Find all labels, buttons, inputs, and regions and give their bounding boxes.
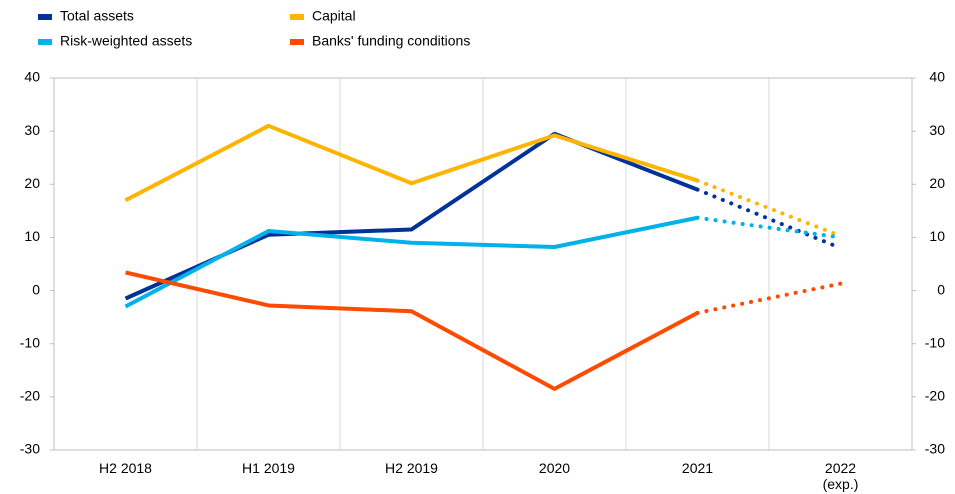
- y2-tick-label: 40: [929, 69, 945, 85]
- x-tick-label: 2020: [538, 460, 571, 476]
- x-tick-label: H1 2019: [242, 460, 295, 476]
- y2-tick-label: 10: [929, 228, 945, 244]
- y2-tick-label: 0: [937, 281, 945, 297]
- x-tick-label: H2 2018: [99, 460, 152, 476]
- legend-swatch: [38, 39, 52, 45]
- y2-tick-label: -30: [925, 441, 945, 457]
- y-tick-label: 20: [24, 175, 40, 191]
- y-tick-label: 40: [24, 69, 40, 85]
- legend-swatch: [290, 39, 304, 45]
- legend-label: Total assets: [60, 8, 134, 24]
- legend-label: Capital: [312, 8, 356, 24]
- y-tick-label: -20: [20, 388, 40, 404]
- line: [125, 270, 699, 391]
- y-tick-label: -30: [20, 441, 40, 457]
- line: [124, 215, 698, 309]
- line: [124, 123, 699, 203]
- line-projection: [695, 281, 843, 315]
- y2-tick-label: -20: [925, 388, 945, 404]
- line: [124, 131, 699, 301]
- plot-frame: [53, 77, 913, 451]
- y-tick-label: 30: [24, 122, 40, 138]
- legend-label: Banks' funding conditions: [312, 33, 470, 49]
- legend-swatch: [38, 14, 52, 20]
- line-projection: [695, 187, 843, 251]
- legend-swatch: [290, 14, 304, 20]
- line-projection: [695, 215, 843, 240]
- x-tick-label: 2022 (exp.): [822, 460, 859, 492]
- line-projection: [695, 178, 843, 238]
- y2-tick-label: -10: [925, 334, 945, 350]
- y-tick-label: 10: [24, 228, 40, 244]
- y-tick-label: 0: [32, 281, 40, 297]
- y2-tick-label: 20: [929, 175, 945, 191]
- x-tick-label: 2021: [681, 460, 714, 476]
- y-tick-label: -10: [20, 334, 40, 350]
- x-tick-label: H2 2019: [385, 460, 438, 476]
- legend-label: Risk-weighted assets: [60, 33, 192, 49]
- y2-tick-label: 30: [929, 122, 945, 138]
